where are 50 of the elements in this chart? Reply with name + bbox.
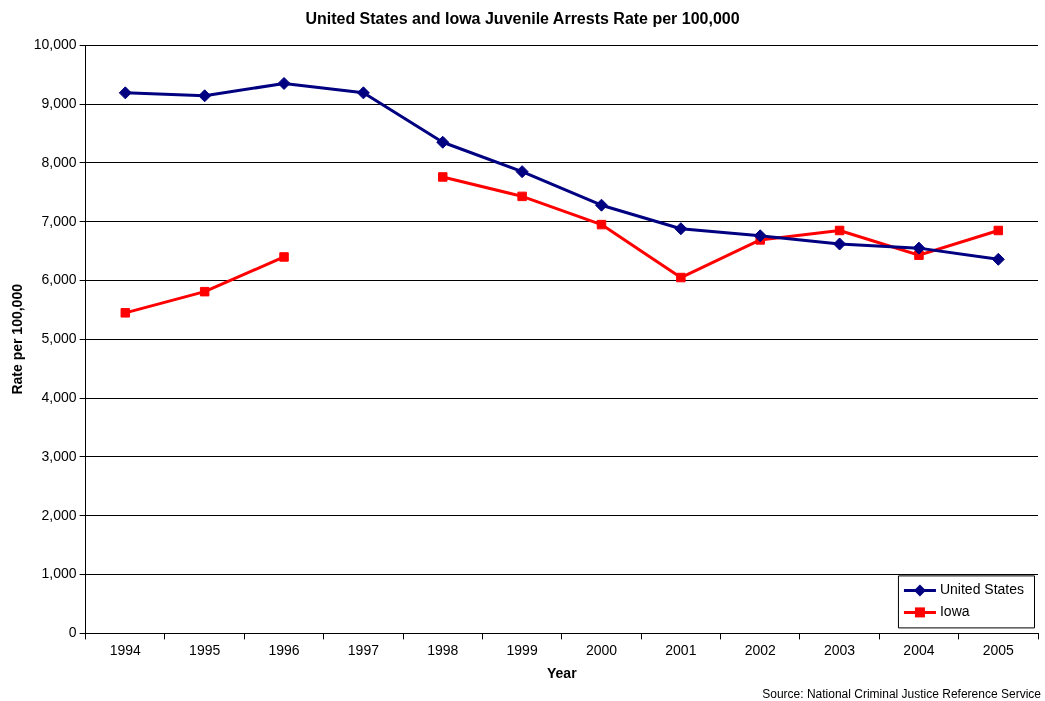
y-tick-label: 2,000 [41,506,77,523]
x-tick-label: 2003 [824,641,856,658]
x-tick-label: 2004 [903,641,935,658]
y-tick-label: 7,000 [41,212,77,229]
y-tick-label: 5,000 [41,330,77,347]
point [279,252,289,262]
point [833,237,847,251]
point [199,286,210,297]
y-axis-title: Rate per 100,000 [9,283,26,395]
x-tick-label: 1994 [109,641,142,658]
point [438,172,448,182]
point [198,89,212,103]
x-tick-label: 1995 [189,641,221,658]
point [753,229,767,243]
x-tick-label: 1997 [347,641,380,658]
y-tick-label: 6,000 [41,271,77,288]
x-tick-label: 2001 [665,641,697,658]
point [674,222,688,236]
point [120,308,131,318]
y-tick-label: 9,000 [41,94,77,111]
source-note: Source: National Criminal Justice Reference Service [762,687,1041,701]
point [436,135,450,149]
chart-title: United States and Iowa Juvenile Arrests Rate per 100,000 [305,10,740,28]
legend-label: United States [939,581,1025,598]
point [594,198,608,212]
x-tick-label: 2000 [585,641,618,658]
y-tick-label: 0 [68,624,77,641]
x-axis-title: Year [547,665,578,682]
y-tick-label: 4,000 [41,388,77,405]
point [912,241,926,255]
legend-label: Iowa [939,603,970,620]
y-tick-label: 10,000 [33,36,77,53]
point [834,225,845,236]
x-tick-label: 1999 [506,641,538,658]
point [991,252,1005,266]
point [676,272,686,283]
point [118,86,132,100]
x-tick-label: 1996 [268,641,300,658]
point [993,225,1004,236]
point [356,86,370,100]
point [515,165,529,179]
point [277,76,291,90]
x-tick-label: 2005 [982,641,1015,658]
y-tick-label: 8,000 [41,153,77,170]
x-tick-label: 2002 [744,641,776,658]
point [596,219,607,230]
y-tick-label: 1,000 [41,565,77,582]
y-tick-label: 3,000 [41,447,77,464]
point [517,191,527,202]
x-tick-label: 1998 [427,641,459,658]
